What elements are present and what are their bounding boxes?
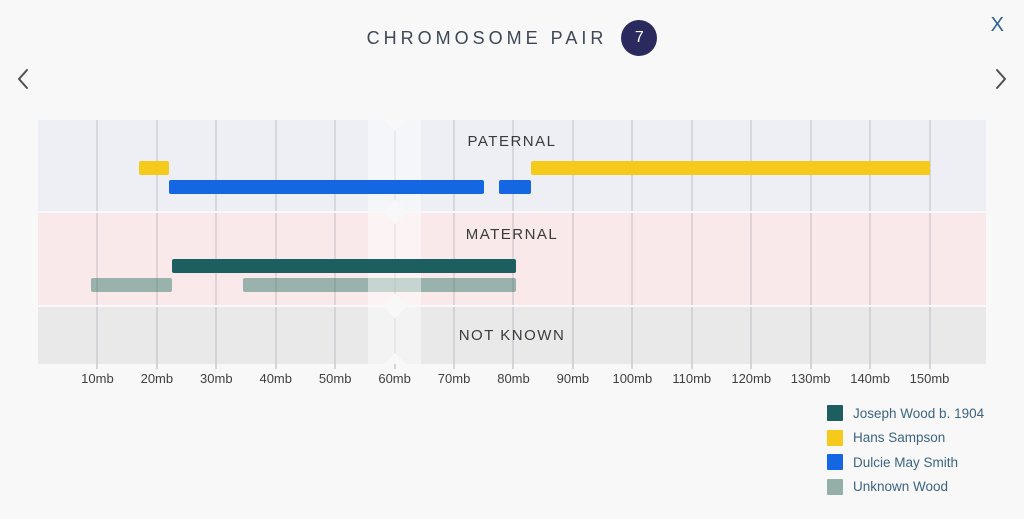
gridline [750,307,753,364]
gridline [215,307,218,364]
legend-label: Joseph Wood b. 1904 [853,405,985,421]
legend-label: Dulcie May Smith [853,454,959,470]
gridline [96,307,99,364]
axis-tick-label: 40mb [259,371,292,386]
axis-tick-label: 130mb [790,371,831,386]
centromere-region [367,120,422,211]
gridline [155,307,158,364]
legend-label: Unknown Wood [853,479,949,494]
legend-swatch [827,478,843,495]
next-chromosome-button[interactable] [988,68,1014,94]
axis-tick [571,364,574,369]
axis-tick [809,364,812,369]
gridline [274,307,277,364]
segment-bar[interactable] [168,180,484,194]
axis-tick-label: 50mb [318,371,352,386]
gridline [809,307,812,364]
axis-tick-label: 10mb [81,371,114,386]
gridline [571,213,574,305]
chevron-left-icon [16,67,30,96]
chromosome-number-badge: 7 [621,20,658,56]
axis-tick [750,364,753,369]
axis-tick [96,364,99,369]
segment-bar[interactable] [498,180,532,194]
axis-tick [155,364,158,369]
axis-tick-label: 60mb [378,371,411,386]
track-maternal: MATERNAL [38,213,986,305]
axis-tick [274,364,277,369]
axis-tick [453,364,456,369]
legend-swatch [827,429,843,446]
segment-bar[interactable] [531,161,930,175]
track-label-maternal: MATERNAL [465,226,559,243]
axis-tick [512,364,515,369]
track-label-not_known: NOT KNOWN [458,327,566,344]
close-icon[interactable]: X [990,14,1004,36]
axis-tick-label: 90mb [556,371,590,386]
gridline [809,213,812,305]
legend-swatch [827,454,843,470]
gridline [512,307,515,364]
chromosome-plot: PATERNAL MATERNAL NOT KNOWN 10mb 20mb 30mb 40… [38,0,986,519]
gridline [274,120,277,211]
segment-bar[interactable] [91,278,172,292]
axis-tick [631,364,634,369]
segment-bar[interactable] [139,161,169,175]
axis-tick [393,364,396,369]
gridline [96,120,99,211]
chevron-right-icon [994,67,1008,96]
axis-tick-label: 20mb [140,371,174,386]
gridline [96,213,99,305]
axis-tick [690,364,693,369]
axis-tick-label: 150mb [909,371,950,386]
gridline [631,307,634,364]
gridline [393,307,396,364]
gridline [690,307,693,364]
gridline [571,307,574,364]
legend-item[interactable]: Dulcie May Smith [827,454,984,470]
gridline [869,213,872,305]
axis-tick-label: 140mb [850,371,890,386]
legend-item[interactable]: Unknown Wood [827,478,984,495]
gridline [512,120,515,211]
gridline [453,120,456,211]
gridline [155,213,158,305]
header: CHROMOSOME PAIR 7 [0,18,1024,58]
gridline [928,213,931,305]
legend-swatch [827,405,843,421]
axis-tick-label: 70mb [437,371,471,386]
page-title: CHROMOSOME PAIR [366,27,608,48]
gridline [869,307,872,364]
axis-tick [928,364,931,369]
track-not_known: NOT KNOWN [38,307,986,364]
axis-tick-label: 110mb [672,371,712,386]
axis-tick-label: 120mb [731,371,772,386]
legend-item[interactable]: Hans Sampson [827,429,984,446]
x-axis: 10mb 20mb 30mb 40mb 50mb 60mb 70mb 80mb 90mb 100m… [38,364,986,388]
gridline [690,213,693,305]
axis-tick-label: 100mb [612,371,653,386]
gridline [928,120,931,211]
axis-tick-label: 80mb [497,371,530,386]
legend-item[interactable]: Joseph Wood b. 1904 [827,405,984,421]
gridline [215,120,218,211]
gridline [393,120,396,211]
axis-tick [869,364,872,369]
gridline [334,307,337,364]
gridline [631,213,634,305]
segment-bar[interactable] [243,278,517,292]
track-paternal: PATERNAL [38,120,986,211]
track-label-paternal: PATERNAL [467,133,557,150]
axis-tick [334,364,337,369]
segment-bar[interactable] [171,259,517,273]
gridline [334,120,337,211]
gridline [750,213,753,305]
axis-tick-label: 30mb [200,371,233,386]
gridline [453,307,456,364]
legend-label: Hans Sampson [853,430,946,445]
legend: Joseph Wood b. 1904 Hans Sampson Dulcie Ma… [827,405,984,503]
gridline [928,307,931,364]
axis-tick [215,364,218,369]
prev-chromosome-button[interactable] [10,68,36,94]
